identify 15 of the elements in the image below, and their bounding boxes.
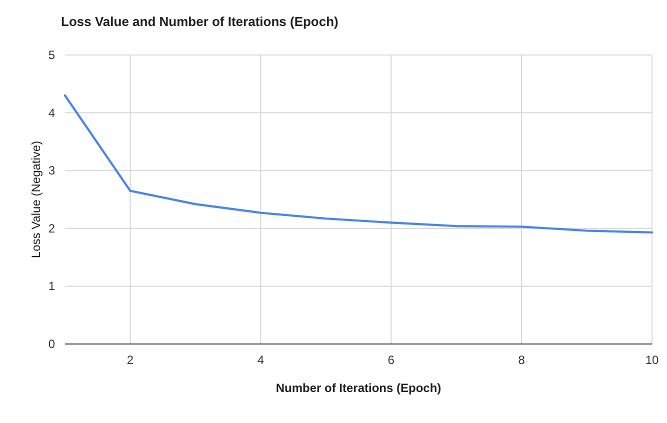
x-tick-label: 4	[257, 353, 264, 367]
x-tick-label: 2	[126, 353, 134, 367]
x-tick-label: 8	[518, 353, 526, 367]
y-tick-label: 5	[48, 48, 56, 62]
line-series	[64, 94, 654, 234]
x-tick-label: 10	[645, 353, 659, 367]
y-axis-title: Loss Value (Negative)	[29, 140, 43, 258]
x-tick-label: 6	[388, 353, 395, 367]
chart-title: Loss Value and Number of Iterations (Epoch)	[61, 14, 338, 29]
y-tick-label: 3	[48, 164, 56, 178]
y-tick-label: 1	[48, 279, 56, 294]
y-tick-label: 0	[48, 337, 56, 351]
y-tick-label: 2	[48, 221, 56, 236]
y-tick-label: 4	[48, 106, 56, 120]
x-axis-title: Number of Iterations (Epoch)	[276, 381, 442, 395]
